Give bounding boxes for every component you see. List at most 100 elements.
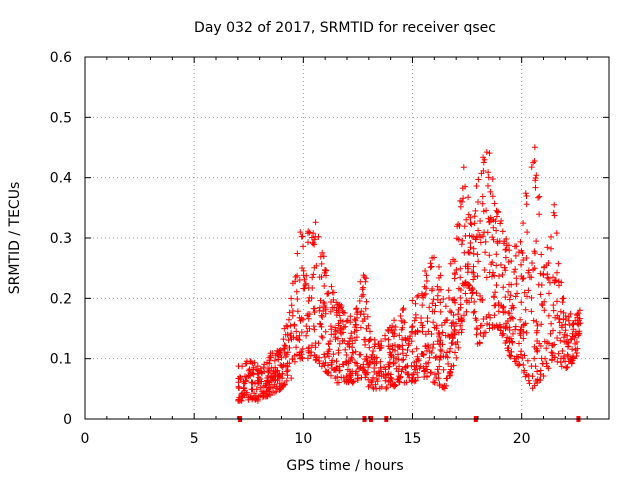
data-point	[446, 348, 453, 355]
data-point	[395, 373, 402, 380]
data-point	[290, 334, 297, 341]
data-point	[471, 308, 478, 315]
data-point	[423, 360, 429, 367]
data-point	[463, 216, 470, 223]
data-point	[423, 272, 430, 279]
data-point	[504, 345, 511, 352]
data-point	[291, 358, 298, 365]
data-point	[353, 360, 360, 367]
data-point	[385, 363, 392, 370]
data-point	[526, 274, 533, 281]
data-point	[260, 383, 267, 390]
data-point	[385, 378, 392, 385]
data-point	[551, 341, 558, 348]
data-point	[278, 362, 285, 369]
data-point	[273, 383, 280, 390]
data-point	[523, 329, 530, 336]
data-point	[422, 290, 429, 297]
data-point	[389, 322, 396, 329]
data-point	[335, 320, 342, 327]
data-point	[525, 269, 532, 276]
data-point	[409, 297, 416, 304]
data-point	[283, 377, 290, 384]
data-point	[463, 308, 470, 315]
y-axis-label: SRMTID / TECUs	[7, 182, 23, 295]
data-point	[293, 328, 300, 335]
data-point	[289, 312, 296, 319]
data-point	[520, 362, 527, 368]
data-point	[492, 302, 499, 309]
data-point	[408, 362, 415, 369]
data-point	[275, 356, 282, 363]
data-point	[548, 349, 555, 356]
data-point	[354, 375, 361, 382]
data-point	[451, 275, 458, 282]
data-point	[483, 314, 490, 320]
data-point	[449, 339, 456, 346]
data-point	[511, 269, 518, 275]
data-point	[480, 167, 487, 174]
data-point	[303, 323, 310, 330]
data-point	[386, 359, 393, 366]
data-point	[346, 368, 353, 375]
data-point	[554, 269, 560, 276]
data-point	[409, 348, 416, 355]
data-point	[387, 382, 394, 388]
data-point	[464, 281, 471, 287]
data-point	[412, 311, 419, 318]
data-point	[442, 353, 449, 360]
x-tick-label: 0	[81, 431, 90, 447]
data-point	[411, 317, 418, 324]
data-point	[466, 285, 473, 292]
data-point	[311, 241, 318, 248]
data-point	[357, 324, 364, 331]
data-point	[519, 355, 526, 362]
data-point	[306, 294, 313, 301]
data-series-srmtid	[235, 144, 584, 404]
data-point	[392, 347, 398, 354]
data-point	[516, 340, 522, 347]
data-point	[546, 290, 552, 297]
data-point	[414, 353, 421, 360]
data-point	[365, 362, 372, 368]
y-tick-label: 0.4	[50, 171, 72, 187]
data-point	[446, 295, 452, 301]
data-point	[470, 276, 477, 283]
data-point	[523, 255, 530, 261]
data-point	[356, 298, 363, 304]
data-point	[520, 369, 527, 376]
data-point	[559, 348, 566, 354]
data-point	[487, 188, 494, 195]
data-point	[402, 334, 409, 341]
data-point	[517, 316, 524, 323]
data-point	[537, 291, 544, 298]
data-point	[357, 351, 364, 358]
data-point	[433, 374, 440, 381]
data-point	[395, 344, 402, 350]
data-point	[288, 295, 295, 302]
data-point	[254, 397, 261, 404]
data-point	[538, 251, 545, 258]
data-point	[534, 368, 541, 375]
data-point	[434, 292, 441, 299]
data-point	[325, 290, 332, 297]
data-point	[237, 397, 244, 404]
data-point	[371, 336, 378, 343]
data-point	[305, 239, 311, 246]
data-point	[310, 323, 317, 330]
data-point	[347, 335, 354, 342]
data-point	[496, 321, 503, 328]
data-point	[537, 270, 544, 277]
data-point	[569, 333, 576, 340]
data-point	[320, 308, 327, 315]
data-point	[300, 243, 307, 250]
data-point	[497, 220, 504, 227]
data-point	[507, 315, 514, 322]
data-point	[259, 394, 266, 401]
data-point	[360, 291, 367, 298]
data-point	[310, 305, 317, 312]
data-point	[326, 346, 333, 353]
data-point	[447, 260, 454, 267]
data-point	[287, 332, 294, 339]
data-point	[377, 364, 384, 371]
